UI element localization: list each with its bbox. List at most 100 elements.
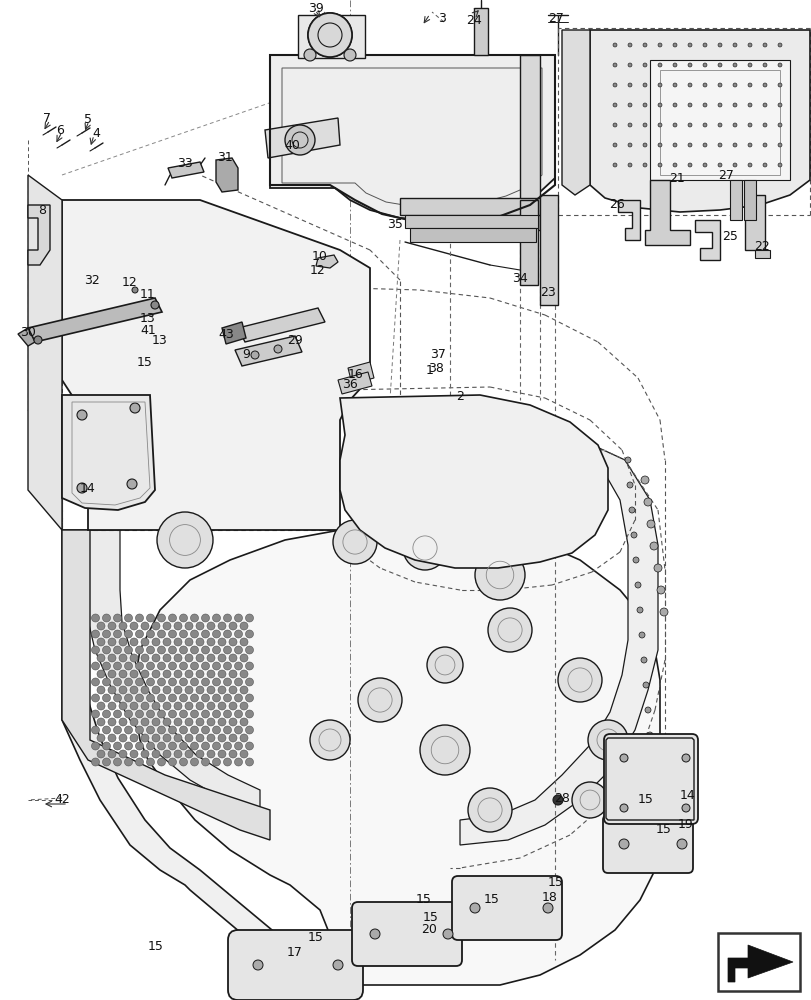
Circle shape — [124, 710, 132, 718]
Text: 15: 15 — [637, 793, 653, 806]
Circle shape — [657, 63, 661, 67]
Circle shape — [212, 630, 221, 638]
Circle shape — [169, 646, 176, 654]
Circle shape — [135, 662, 144, 670]
Polygon shape — [62, 200, 370, 530]
Circle shape — [135, 678, 144, 686]
Circle shape — [253, 960, 263, 970]
Circle shape — [119, 686, 127, 694]
Circle shape — [152, 718, 160, 726]
Circle shape — [130, 750, 138, 758]
Circle shape — [732, 143, 736, 147]
Circle shape — [127, 479, 137, 489]
Circle shape — [747, 63, 751, 67]
Circle shape — [240, 718, 247, 726]
Circle shape — [185, 702, 193, 710]
Circle shape — [217, 718, 225, 726]
Circle shape — [217, 670, 225, 678]
Circle shape — [151, 301, 159, 309]
Circle shape — [229, 718, 237, 726]
Polygon shape — [405, 215, 538, 228]
Circle shape — [108, 750, 116, 758]
Circle shape — [163, 686, 171, 694]
Circle shape — [157, 678, 165, 686]
Circle shape — [146, 742, 154, 750]
Circle shape — [114, 630, 122, 638]
Circle shape — [717, 83, 721, 87]
Circle shape — [358, 678, 401, 722]
Circle shape — [212, 742, 221, 750]
Text: 8: 8 — [38, 205, 46, 218]
Circle shape — [201, 662, 209, 670]
Circle shape — [152, 638, 160, 646]
Circle shape — [191, 614, 198, 622]
Circle shape — [681, 804, 689, 812]
Circle shape — [163, 718, 171, 726]
Circle shape — [657, 123, 661, 127]
Circle shape — [273, 345, 281, 353]
Circle shape — [702, 143, 706, 147]
Polygon shape — [216, 158, 238, 192]
Circle shape — [191, 726, 198, 734]
Circle shape — [656, 586, 664, 594]
Text: 15: 15 — [547, 876, 564, 889]
Polygon shape — [28, 175, 62, 530]
Circle shape — [627, 83, 631, 87]
Text: 43: 43 — [218, 328, 234, 342]
Circle shape — [169, 742, 176, 750]
Text: 10: 10 — [311, 249, 328, 262]
Polygon shape — [62, 530, 340, 985]
Circle shape — [419, 725, 470, 775]
Circle shape — [229, 734, 237, 742]
Circle shape — [92, 646, 100, 654]
Polygon shape — [62, 530, 270, 840]
Text: 12: 12 — [122, 275, 138, 288]
Polygon shape — [400, 198, 539, 215]
Circle shape — [185, 670, 193, 678]
Circle shape — [245, 614, 253, 622]
Circle shape — [648, 757, 654, 763]
Circle shape — [102, 614, 110, 622]
Circle shape — [130, 718, 138, 726]
Circle shape — [102, 758, 110, 766]
Circle shape — [124, 726, 132, 734]
Polygon shape — [694, 220, 719, 260]
Circle shape — [97, 718, 105, 726]
Circle shape — [207, 686, 215, 694]
Text: 18: 18 — [542, 891, 557, 904]
Circle shape — [157, 758, 165, 766]
Circle shape — [223, 646, 231, 654]
Circle shape — [245, 710, 253, 718]
Polygon shape — [221, 322, 246, 344]
Circle shape — [108, 686, 116, 694]
FancyBboxPatch shape — [603, 734, 697, 824]
Polygon shape — [590, 30, 809, 212]
Polygon shape — [519, 55, 539, 230]
Circle shape — [732, 83, 736, 87]
Circle shape — [644, 707, 650, 713]
Polygon shape — [88, 530, 260, 815]
Circle shape — [333, 960, 342, 970]
Circle shape — [201, 710, 209, 718]
Circle shape — [217, 654, 225, 662]
Circle shape — [207, 622, 215, 630]
Circle shape — [212, 678, 221, 686]
Circle shape — [135, 630, 144, 638]
Text: 15: 15 — [415, 893, 431, 906]
Circle shape — [92, 726, 100, 734]
Circle shape — [717, 103, 721, 107]
Circle shape — [102, 662, 110, 670]
Polygon shape — [519, 200, 538, 285]
Circle shape — [217, 622, 225, 630]
Circle shape — [650, 782, 656, 788]
Circle shape — [676, 839, 686, 849]
Circle shape — [229, 750, 237, 758]
Circle shape — [191, 662, 198, 670]
Circle shape — [762, 83, 766, 87]
Circle shape — [157, 512, 212, 568]
Circle shape — [649, 542, 657, 550]
Circle shape — [212, 726, 221, 734]
Circle shape — [201, 694, 209, 702]
Circle shape — [245, 726, 253, 734]
Circle shape — [130, 686, 138, 694]
